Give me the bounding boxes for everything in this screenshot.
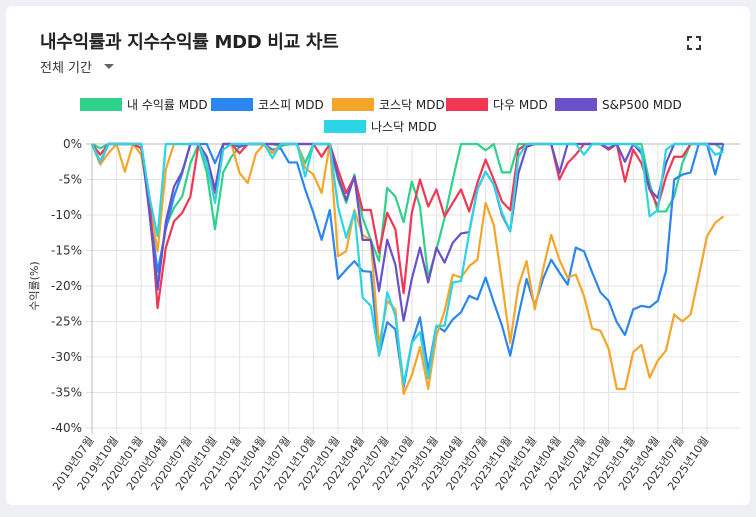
legend-swatch — [446, 98, 488, 111]
legend-swatch — [555, 98, 597, 111]
y-tick-label: -5% — [59, 173, 82, 187]
fullscreen-icon[interactable] — [687, 36, 701, 50]
legend-swatch — [324, 120, 366, 133]
legend-label: 코스피 MDD — [258, 98, 324, 112]
series-line — [91, 142, 724, 310]
y-tick-label: -20% — [51, 279, 82, 293]
y-tick-label: -10% — [51, 208, 82, 222]
y-tick-label: -40% — [51, 421, 82, 435]
period-dropdown[interactable]: 전체 기간 — [40, 57, 114, 76]
legend-item[interactable]: 코스피 MDD — [211, 98, 324, 112]
period-dropdown-label: 전체 기간 — [40, 61, 92, 76]
legend-item[interactable]: S&P500 MDD — [555, 98, 682, 112]
legend-item[interactable]: 내 수익률 MDD — [80, 98, 208, 112]
y-tick-label: 0% — [63, 137, 82, 151]
chevron-down-icon — [103, 64, 114, 69]
series-3 — [91, 142, 724, 310]
legend-swatch — [211, 98, 253, 111]
page-title: 내수익률과 지수수익률 MDD 비교 차트 — [40, 32, 339, 53]
legend-label: 내 수익률 MDD — [127, 98, 208, 112]
y-axis-label: 수익률(%) — [28, 261, 41, 310]
legend-swatch — [332, 98, 374, 111]
series-5 — [91, 142, 724, 386]
legend-label: 나스닥 MDD — [371, 120, 437, 134]
series-line — [91, 142, 724, 386]
legend-label: S&P500 MDD — [602, 98, 682, 112]
legend-label: 다우 MDD — [493, 98, 548, 112]
y-tick-label: -35% — [51, 386, 82, 400]
legend-swatch — [80, 98, 122, 111]
legend-item[interactable]: 코스닥 MDD — [332, 98, 445, 112]
y-tick-label: -30% — [51, 350, 82, 364]
y-tick-label: -25% — [51, 315, 82, 329]
y-tick-label: -15% — [51, 244, 82, 258]
legend-label: 코스닥 MDD — [379, 98, 445, 112]
legend-item[interactable]: 다우 MDD — [446, 98, 548, 112]
legend-item[interactable]: 나스닥 MDD — [324, 120, 437, 134]
